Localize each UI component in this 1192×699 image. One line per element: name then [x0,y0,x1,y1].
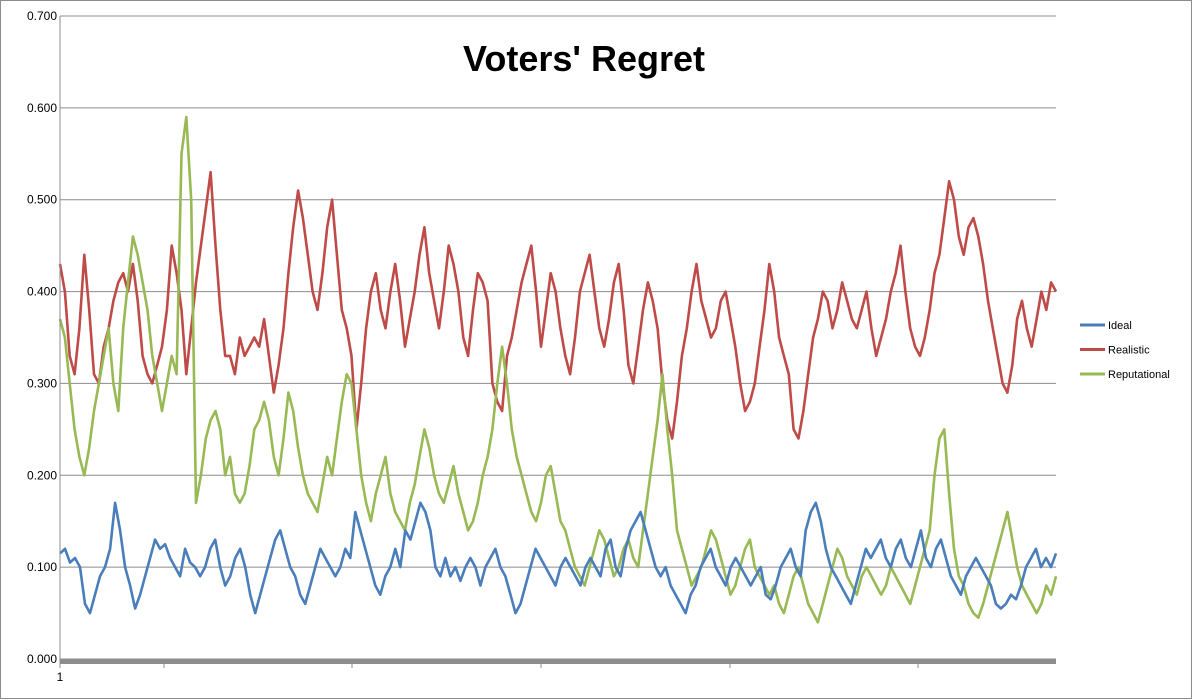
series-line-ideal [59,501,1058,615]
y-tick-label: 0.100 [27,560,57,574]
chart-title: Voters' Regret [463,38,705,79]
y-axis-tick-labels: 0.000 0.100 0.200 0.300 0.400 0.500 0.600 0.700 [27,9,57,666]
series-line-reputational [58,115,1058,624]
y-tick-label: 0.300 [27,376,57,390]
legend-label-realistic: Realistic [1108,345,1150,357]
y-tick-label: 0.600 [27,101,57,115]
y-tick-label: 0.200 [27,468,57,482]
x-axis: 1 [57,16,1056,684]
series-lines [58,115,1058,624]
legend-label-reputational: Reputational [1108,369,1170,381]
legend: Ideal Realistic Reputational [1080,320,1170,381]
y-tick-label: 0.000 [27,652,57,666]
y-tick-label: 0.500 [27,193,57,207]
legend-label-ideal: Ideal [1108,320,1132,332]
series-line-realistic [58,170,1058,440]
y-tick-label: 0.700 [27,9,57,23]
y-tick-label: 0.400 [27,285,57,299]
x-tick-label: 1 [57,670,64,684]
x-axis-tick-band [60,659,1056,664]
